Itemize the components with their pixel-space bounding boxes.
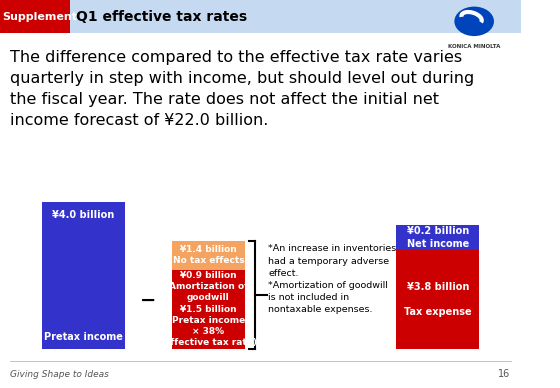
FancyBboxPatch shape bbox=[0, 0, 521, 33]
Text: The difference compared to the effective tax rate varies
quarterly in step with : The difference compared to the effective… bbox=[11, 50, 475, 128]
FancyBboxPatch shape bbox=[172, 241, 245, 270]
Text: −: − bbox=[141, 291, 157, 310]
Text: 16: 16 bbox=[498, 369, 511, 379]
FancyBboxPatch shape bbox=[396, 250, 479, 349]
Circle shape bbox=[454, 7, 494, 36]
Text: Giving Shape to Ideas: Giving Shape to Ideas bbox=[11, 370, 109, 379]
Text: *An increase in inventories
had a temporary adverse
effect.
*Amortization of goo: *An increase in inventories had a tempor… bbox=[268, 244, 396, 314]
Text: ¥1.4 billion
No tax effects: ¥1.4 billion No tax effects bbox=[172, 245, 244, 265]
FancyBboxPatch shape bbox=[172, 270, 245, 303]
Text: Pretax income: Pretax income bbox=[44, 332, 123, 342]
Text: ¥1.5 billion
Pretax income
× 38%
(effective tax rate): ¥1.5 billion Pretax income × 38% (effect… bbox=[160, 305, 257, 347]
Text: ¥0.9 billion
Amortization of
goodwill: ¥0.9 billion Amortization of goodwill bbox=[169, 270, 248, 302]
Text: ¥0.2 billion
Net income: ¥0.2 billion Net income bbox=[407, 227, 469, 249]
FancyBboxPatch shape bbox=[0, 0, 71, 33]
FancyBboxPatch shape bbox=[172, 303, 245, 349]
Text: Q1 effective tax rates: Q1 effective tax rates bbox=[76, 10, 247, 24]
FancyBboxPatch shape bbox=[41, 202, 125, 349]
Text: ¥3.8 billion

Tax expense: ¥3.8 billion Tax expense bbox=[404, 282, 472, 317]
FancyBboxPatch shape bbox=[396, 225, 479, 250]
Text: KONICA MINOLTA: KONICA MINOLTA bbox=[448, 44, 501, 49]
Text: Supplement: Supplement bbox=[3, 12, 78, 22]
Text: ¥4.0 billion: ¥4.0 billion bbox=[52, 210, 114, 220]
